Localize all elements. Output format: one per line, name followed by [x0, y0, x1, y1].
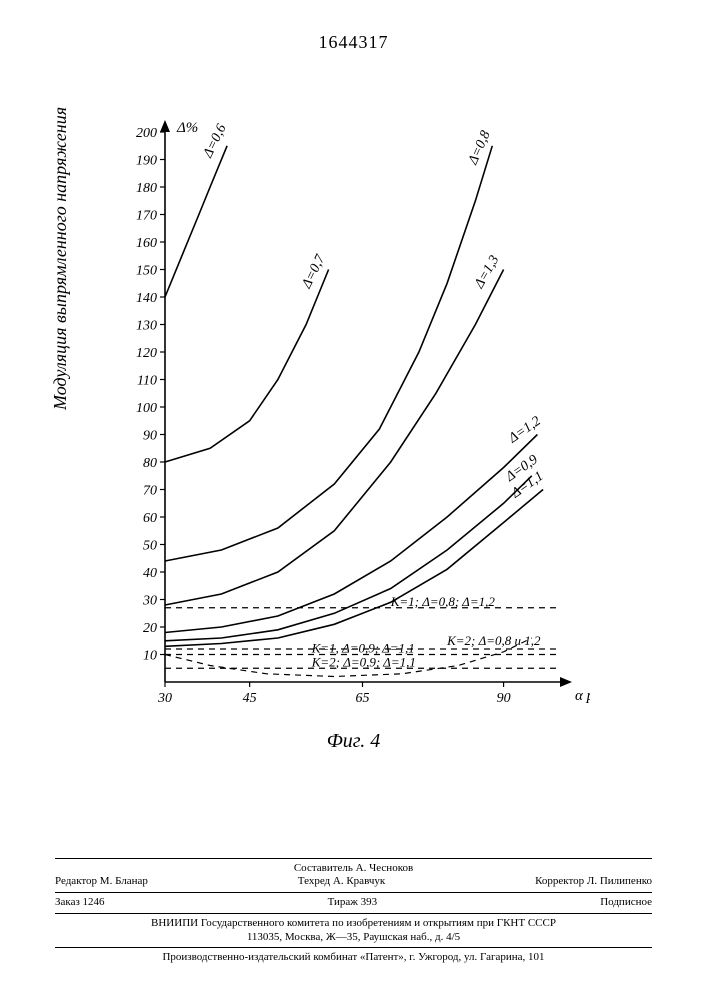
svg-text:90: 90 — [143, 429, 157, 444]
footer-tiraj: Тираж 393 — [328, 896, 378, 910]
svg-text:К=1, Δ=0,9; Δ=1,1: К=1, Δ=0,9; Δ=1,1 — [311, 641, 415, 656]
svg-text:190: 190 — [136, 154, 157, 169]
svg-text:К=1; Δ=0,8; Δ=1,2: К=1; Δ=0,8; Δ=1,2 — [390, 594, 496, 609]
svg-text:170: 170 — [136, 209, 157, 224]
svg-text:Δ=0,7: Δ=0,7 — [299, 252, 329, 292]
svg-text:50: 50 — [143, 539, 157, 554]
chart-svg: 10 20 30 40 50 60 70 80 90 100 110 120 130 140 150 160 1… — [90, 112, 590, 732]
svg-text:10: 10 — [143, 649, 157, 664]
svg-text:120: 120 — [136, 346, 157, 361]
svg-text:К=2; Δ=0,9; Δ=1,1: К=2; Δ=0,9; Δ=1,1 — [311, 654, 416, 669]
document-number: 1644317 — [0, 32, 707, 53]
svg-text:К=2; Δ=0,8 и 1,2: К=2; Δ=0,8 и 1,2 — [446, 633, 541, 648]
footer-order: Заказ 1246 — [55, 896, 105, 910]
footer-editor: Редактор М. Бланар — [55, 875, 148, 889]
footer-org2: Производственно-издательский комбинат «П… — [55, 951, 652, 965]
svg-text:160: 160 — [136, 236, 157, 251]
figure-caption: Фиг. 4 — [0, 730, 707, 753]
footer-addr1: 113035, Москва, Ж—35, Раушская наб., д. … — [55, 931, 652, 945]
svg-text:45: 45 — [243, 691, 257, 706]
svg-text:20: 20 — [143, 621, 157, 636]
svg-text:70: 70 — [143, 484, 157, 499]
footer-org1: ВНИИПИ Государственного комитета по изоб… — [55, 917, 652, 931]
footer-compiler: Составитель А. Чесноков — [55, 862, 652, 876]
svg-text:α рег.: α рег. — [575, 688, 590, 704]
footer: Составитель А. Чесноков Редактор М. Блан… — [55, 855, 652, 966]
svg-text:100: 100 — [136, 401, 157, 416]
svg-text:Δ%: Δ% — [176, 120, 198, 136]
footer-tech: Техред А. Кравчук — [298, 875, 385, 889]
svg-text:30: 30 — [157, 691, 172, 706]
svg-text:90: 90 — [497, 691, 511, 706]
y-axis-side-label: Модуляция выпрямленного напряжения — [50, 107, 71, 410]
svg-text:180: 180 — [136, 181, 157, 196]
svg-text:30: 30 — [142, 594, 157, 609]
svg-text:80: 80 — [143, 456, 157, 471]
chart: 10 20 30 40 50 60 70 80 90 100 110 120 130 140 150 160 1… — [90, 112, 590, 712]
svg-text:65: 65 — [356, 691, 370, 706]
svg-text:140: 140 — [136, 291, 157, 306]
footer-subscript: Подписное — [600, 896, 652, 910]
svg-text:150: 150 — [136, 264, 157, 279]
svg-text:130: 130 — [136, 319, 157, 334]
footer-corrector: Корректор Л. Пилипенко — [535, 875, 652, 889]
svg-text:40: 40 — [143, 566, 157, 581]
svg-text:110: 110 — [137, 374, 157, 389]
svg-text:Δ=1,2: Δ=1,2 — [505, 414, 543, 447]
svg-text:200: 200 — [136, 126, 157, 141]
svg-text:Δ=1,3: Δ=1,3 — [471, 253, 502, 292]
svg-text:Δ=0,8: Δ=0,8 — [465, 129, 493, 168]
svg-text:Δ=0,6: Δ=0,6 — [200, 122, 229, 161]
svg-text:60: 60 — [143, 511, 157, 526]
